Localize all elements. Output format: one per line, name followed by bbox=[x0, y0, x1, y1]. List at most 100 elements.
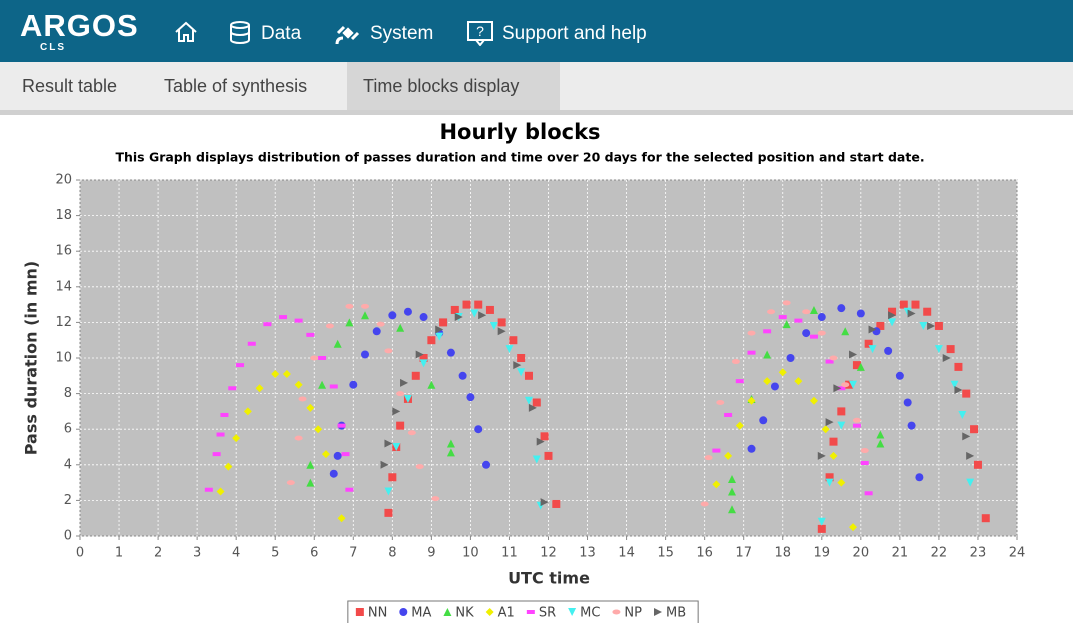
marker bbox=[837, 478, 846, 487]
marker bbox=[727, 487, 736, 496]
marker bbox=[825, 473, 834, 482]
marker bbox=[727, 505, 736, 514]
tab-bar: Result table Table of synthesis Time blo… bbox=[0, 62, 1073, 115]
series bbox=[380, 309, 975, 507]
marker bbox=[361, 311, 370, 320]
nav-data[interactable]: Data bbox=[261, 23, 302, 44]
marker bbox=[396, 391, 405, 397]
marker bbox=[841, 327, 850, 336]
x-tick-label: 15 bbox=[657, 546, 674, 561]
marker bbox=[536, 437, 545, 446]
marker bbox=[888, 311, 897, 320]
marker bbox=[446, 448, 455, 457]
marker bbox=[876, 430, 885, 439]
marker bbox=[794, 377, 803, 386]
marker bbox=[318, 380, 327, 389]
x-tick-label: 22 bbox=[931, 546, 948, 561]
marker bbox=[388, 473, 397, 482]
legend-label: A1 bbox=[498, 606, 515, 621]
marker bbox=[763, 329, 772, 334]
marker bbox=[454, 313, 463, 322]
marker bbox=[888, 307, 897, 316]
marker bbox=[294, 318, 303, 323]
marker bbox=[860, 448, 869, 454]
marker bbox=[849, 523, 858, 532]
marker bbox=[829, 355, 838, 361]
marker bbox=[817, 330, 826, 336]
marker bbox=[849, 380, 858, 389]
marker bbox=[895, 371, 904, 380]
marker bbox=[724, 451, 733, 460]
marker bbox=[380, 460, 389, 469]
marker bbox=[770, 382, 779, 391]
legend-label: MB bbox=[666, 606, 686, 621]
marker bbox=[759, 416, 768, 425]
x-tick-label: 12 bbox=[540, 546, 557, 561]
marker bbox=[700, 501, 709, 507]
legend-label: NN bbox=[368, 606, 387, 621]
nav-support[interactable]: Support and help bbox=[502, 23, 647, 44]
marker bbox=[962, 389, 971, 398]
marker bbox=[212, 452, 221, 457]
marker bbox=[333, 339, 342, 348]
marker bbox=[778, 315, 787, 320]
tab[interactable]: Time blocks display bbox=[347, 62, 560, 110]
chart: Hourly blocks This Graph displays distri… bbox=[22, 120, 1026, 623]
marker bbox=[973, 460, 982, 469]
logo[interactable]: ARGOS bbox=[20, 8, 139, 43]
marker bbox=[825, 418, 834, 427]
marker bbox=[517, 354, 526, 362]
y-tick-label: 6 bbox=[64, 422, 72, 437]
legend: NN MA NK A1 SR MC NP MB bbox=[347, 600, 699, 623]
marker bbox=[884, 346, 893, 355]
marker bbox=[403, 307, 412, 316]
marker bbox=[568, 608, 577, 616]
marker bbox=[345, 303, 354, 309]
marker bbox=[829, 451, 838, 460]
marker bbox=[435, 332, 444, 341]
marker bbox=[232, 434, 241, 443]
x-tick-label: 24 bbox=[1009, 546, 1026, 561]
legend-label: MC bbox=[580, 606, 600, 621]
marker bbox=[763, 377, 772, 386]
marker bbox=[216, 487, 225, 496]
marker bbox=[864, 339, 873, 348]
marker bbox=[216, 432, 225, 437]
marker bbox=[532, 398, 541, 407]
marker bbox=[419, 313, 428, 322]
marker bbox=[431, 496, 440, 502]
marker bbox=[540, 498, 549, 507]
marker bbox=[396, 323, 405, 332]
legend-label: NK bbox=[455, 606, 474, 621]
marker bbox=[524, 396, 533, 405]
tab[interactable]: Table of synthesis bbox=[164, 76, 308, 96]
x-axis-label: UTC time bbox=[508, 569, 590, 588]
marker bbox=[829, 437, 838, 446]
y-tick-label: 20 bbox=[55, 173, 72, 188]
marker bbox=[458, 371, 467, 380]
legend-label: SR bbox=[539, 606, 556, 621]
y-tick-label: 8 bbox=[64, 386, 72, 401]
home-icon[interactable] bbox=[174, 20, 198, 44]
marker bbox=[915, 473, 924, 482]
marker bbox=[825, 359, 834, 364]
y-tick-label: 16 bbox=[55, 244, 72, 259]
marker bbox=[321, 450, 330, 459]
marker bbox=[427, 336, 436, 345]
x-tick-label: 20 bbox=[853, 546, 870, 561]
marker bbox=[876, 439, 885, 448]
marker bbox=[747, 396, 756, 405]
marker bbox=[946, 345, 955, 354]
tab[interactable]: Result table bbox=[22, 76, 118, 96]
y-tick-label: 0 bbox=[64, 529, 72, 544]
marker bbox=[942, 354, 951, 362]
marker bbox=[767, 309, 776, 315]
marker bbox=[852, 423, 861, 428]
x-tick-label: 8 bbox=[388, 546, 396, 561]
marker bbox=[355, 608, 364, 616]
nav-system[interactable]: System bbox=[370, 23, 434, 44]
marker bbox=[782, 320, 791, 329]
marker bbox=[802, 329, 811, 338]
marker bbox=[474, 300, 483, 309]
marker bbox=[526, 610, 535, 614]
